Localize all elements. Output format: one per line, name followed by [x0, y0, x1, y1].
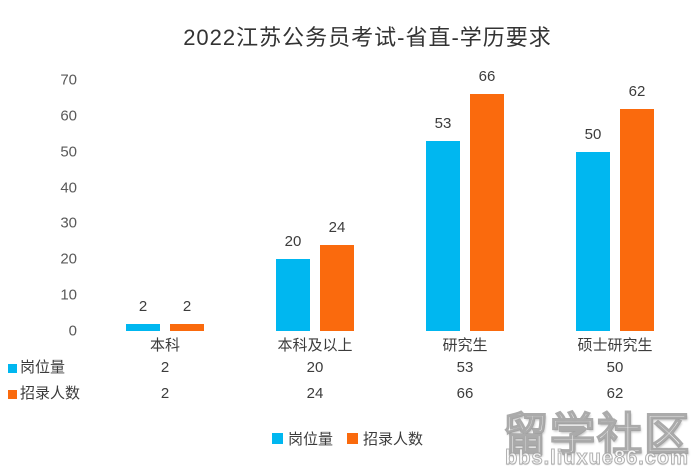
table-cell-value: 53 [456, 359, 474, 376]
legend-item: 岗位量 [271, 428, 333, 449]
table-row: 招录人数 2 24 66 62 [0, 384, 695, 404]
bar-series-0-cat-0 [126, 323, 160, 331]
x-category-label: 本科及以上 [277, 337, 353, 354]
x-category-label: 研究生 [442, 337, 488, 354]
bar-value-label: 53 [434, 114, 452, 132]
legend-key-swatch [271, 432, 283, 444]
bar-value-label: 2 [138, 297, 148, 315]
table-row: 岗位量 2 20 53 50 [0, 358, 695, 378]
chart-title: 2022江苏公务员考试-省直-学历要求 [183, 25, 552, 50]
table-cell-value: 2 [160, 359, 170, 376]
series-key-swatch [8, 389, 17, 399]
y-tick-label: 40 [60, 179, 77, 197]
y-tick-label: 50 [60, 143, 77, 161]
table-row-label: 岗位量 [8, 358, 65, 378]
y-tick-label: 60 [60, 107, 77, 125]
x-category-label: 硕士研究生 [577, 337, 653, 354]
series-name: 岗位量 [20, 359, 66, 376]
bar-series-1-cat-0 [170, 323, 204, 331]
y-tick-label: 30 [60, 214, 77, 232]
bar-value-label: 62 [628, 82, 646, 100]
chart-legend: 岗位量 招录人数 [0, 428, 695, 449]
y-tick-label: 20 [60, 250, 77, 268]
y-tick-label: 10 [60, 286, 77, 304]
table-cell-value: 62 [606, 385, 624, 402]
table-cell-value: 50 [606, 359, 624, 376]
table-cell-value: 66 [456, 385, 474, 402]
bar-value-label: 24 [328, 218, 346, 236]
bar-value-label: 50 [584, 125, 602, 143]
table-cell-value: 20 [306, 359, 324, 376]
series-key-swatch [8, 363, 17, 373]
y-tick-label: 70 [60, 71, 77, 89]
bar-value-label: 2 [182, 297, 192, 315]
bar-series-0-cat-1 [276, 259, 310, 331]
legend-item: 招录人数 [347, 428, 423, 449]
series-name: 招录人数 [20, 385, 81, 402]
legend-label: 招录人数 [363, 430, 424, 448]
bar-series-1-cat-3 [620, 108, 654, 331]
legend-label: 岗位量 [287, 430, 333, 448]
bar-series-1-cat-2 [470, 94, 504, 331]
legend-key-swatch [347, 432, 358, 444]
x-category-label: 本科 [149, 337, 181, 354]
bar-series-1-cat-1 [320, 244, 354, 331]
table-row-label: 招录人数 [8, 384, 80, 404]
bar-series-0-cat-2 [426, 140, 460, 331]
y-tick-label: 0 [68, 322, 77, 340]
bar-value-label: 66 [478, 68, 496, 86]
table-cell-value: 24 [306, 385, 324, 402]
bar-series-0-cat-3 [576, 151, 610, 331]
table-cell-value: 2 [160, 385, 170, 402]
bar-value-label: 20 [284, 233, 302, 251]
